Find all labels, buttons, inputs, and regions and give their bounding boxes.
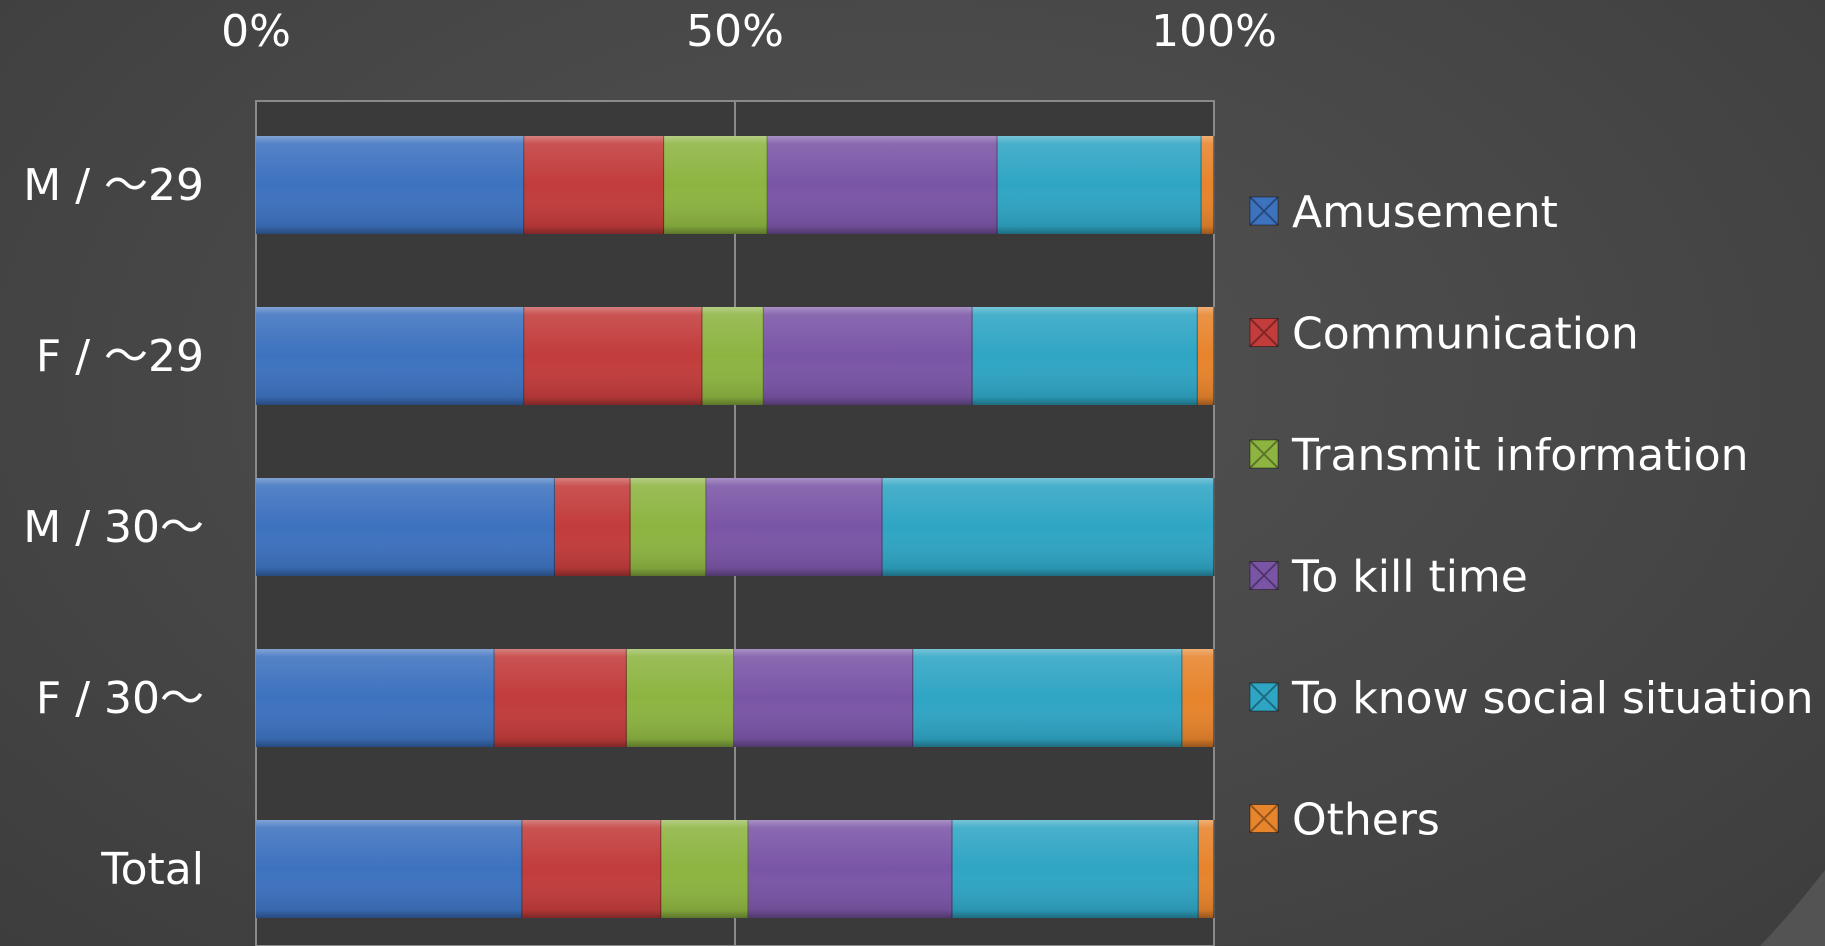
bar-segment-shine <box>1182 649 1214 747</box>
legend-label: Transmit information <box>1291 430 1749 481</box>
bar-segment-shine <box>702 307 764 405</box>
bar-segment-shine <box>1201 136 1214 234</box>
category-label: M / 30〜 <box>23 502 204 553</box>
bar-segment-shine <box>952 820 1199 918</box>
bar-segment-shine <box>882 478 1214 576</box>
bar-segment-shine <box>524 307 703 405</box>
bar-segment-shine <box>256 478 555 576</box>
bar-segment-shine <box>256 820 523 918</box>
legend-label: Amusement <box>1292 187 1558 238</box>
bar-segment-shine <box>494 649 627 747</box>
bar-segment-shine <box>626 649 735 747</box>
legend-swatch-bevel <box>1249 682 1279 712</box>
bar-segment-shine <box>913 649 1183 747</box>
bar-segment-shine <box>706 478 883 576</box>
legend-swatch-bevel <box>1249 317 1279 348</box>
category-label: F / 〜29 <box>36 331 204 382</box>
bar-segment-shine <box>748 820 953 918</box>
bar-segment-shine <box>997 136 1202 234</box>
legend-swatch <box>1249 682 1279 712</box>
legend-swatch-bevel <box>1249 803 1279 834</box>
bar-segment-shine <box>972 307 1198 405</box>
legend-label: Communication <box>1292 309 1639 360</box>
legend-swatch-bevel <box>1249 196 1279 226</box>
bar-segment-shine <box>661 820 749 918</box>
bar-segment-shine <box>256 649 495 747</box>
page-curl-corner <box>1760 870 1825 946</box>
x-tick-label: 50% <box>686 6 784 57</box>
bar-segment-shine <box>734 649 914 747</box>
legend-label: Others <box>1292 795 1440 846</box>
legend-swatch <box>1249 318 1279 347</box>
bar-segment-shine <box>524 136 665 234</box>
legend-item: To know social situation <box>1249 673 1814 724</box>
bar-segment-shine <box>767 136 998 234</box>
legend-item: Amusement <box>1249 187 1558 238</box>
category-label: Total <box>100 844 204 895</box>
bar-segment-shine <box>630 478 707 576</box>
legend-item: Others <box>1249 795 1440 846</box>
legend-swatch <box>1249 439 1279 469</box>
legend-item: To kill time <box>1249 552 1528 603</box>
legend-swatch-bevel <box>1249 439 1279 469</box>
legend-swatch <box>1249 196 1279 226</box>
legend-swatch-bevel <box>1249 560 1279 591</box>
legend-label: To kill time <box>1291 552 1528 603</box>
legend-swatch <box>1249 804 1279 833</box>
bar-segment-shine <box>256 136 525 234</box>
legend-swatch <box>1249 561 1279 590</box>
category-label: F / 30〜 <box>36 673 204 724</box>
x-tick-label: 100% <box>1151 6 1277 57</box>
legend-label: To know social situation <box>1291 673 1814 724</box>
x-tick-label: 0% <box>221 6 291 57</box>
legend-item: Communication <box>1249 309 1639 360</box>
bar-segment-shine <box>1198 820 1214 918</box>
category-label: M / 〜29 <box>23 160 204 211</box>
bar-segment-shine <box>664 136 768 234</box>
bar-segment-shine <box>763 307 973 405</box>
bar-segment-shine <box>554 478 631 576</box>
bar-segment-shine <box>256 307 525 405</box>
bar-segment-shine <box>522 820 662 918</box>
bar-segment-shine <box>1197 307 1214 405</box>
legend-item: Transmit information <box>1249 430 1749 481</box>
